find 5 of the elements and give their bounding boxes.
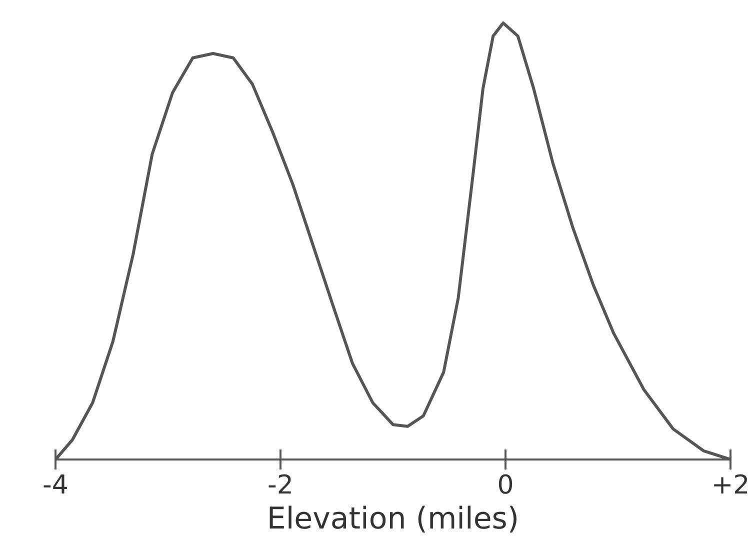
x-axis-title: Elevation (miles) bbox=[266, 502, 520, 536]
x-tick-label: -2 bbox=[268, 470, 294, 500]
x-tick-label: -4 bbox=[42, 470, 68, 500]
x-tick-label: 0 bbox=[497, 470, 514, 500]
x-tick-label: +2 bbox=[711, 470, 750, 500]
